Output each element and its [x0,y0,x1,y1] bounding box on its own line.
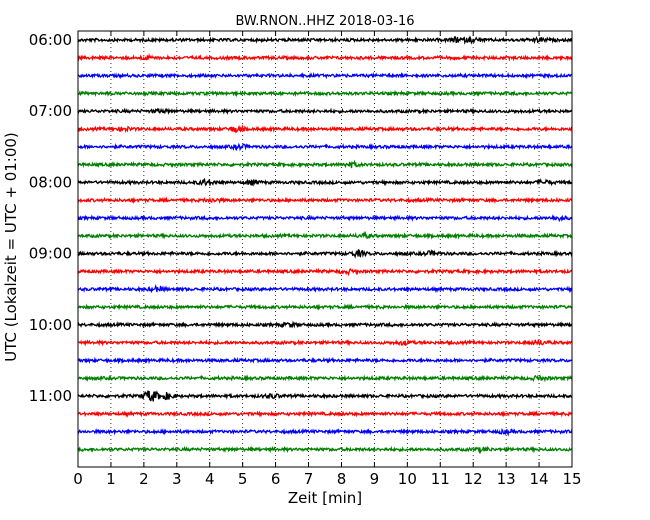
seismic-trace [77,52,573,62]
y-tick-label: 07:00 [29,102,72,120]
seismic-trace [77,248,573,259]
seismic-trace [77,196,573,204]
seismic-trace [77,390,573,402]
x-axis-label: Zeit [min] [288,489,362,507]
seismic-trace [77,142,573,152]
x-tick-label: 8 [337,470,347,488]
x-tick-label: 7 [304,470,314,488]
seismic-trace [77,124,573,134]
seismic-trace [77,283,573,294]
seismic-trace [77,356,573,365]
grid-lines [110,31,540,467]
x-tick-label: 13 [497,470,516,488]
seismic-trace [77,374,573,383]
y-tick-label: 10:00 [29,316,72,334]
x-tick-label: 5 [238,470,248,488]
chart-title: BW.RNON..HHZ 2018-03-16 [235,14,414,29]
x-tick-label: 6 [271,470,281,488]
x-tick-label: 1 [106,470,116,488]
seismic-trace [77,427,573,437]
seismic-trace [77,320,573,329]
y-tick-label: 06:00 [29,31,72,49]
seismic-trace [77,159,573,169]
x-tick-label: 9 [370,470,380,488]
seismic-trace [77,409,573,418]
y-axis-label: UTC (Lokalzeit = UTC + 01:00) [2,132,20,362]
y-tick-label: 09:00 [29,245,72,263]
y-tick-label: 11:00 [29,387,72,405]
y-axis: 06:00 07:00 08:00 09:00 10:00 11:00 [29,31,572,405]
seismic-trace [77,267,573,277]
seismic-trace [77,71,573,80]
seismic-trace [77,214,573,223]
seismic-trace [77,230,573,240]
x-tick-label: 4 [205,470,215,488]
x-axis: 0 1 2 3 4 5 6 7 8 9 10 11 12 13 14 15 [73,31,582,488]
x-tick-label: 15 [562,470,581,488]
trace-group [77,35,573,455]
seismic-trace [77,303,573,311]
y-tick-label: 08:00 [29,173,72,191]
seismic-trace [77,445,573,455]
seismic-trace [77,177,573,187]
seismic-trace [77,35,573,45]
x-tick-label: 10 [398,470,417,488]
x-tick-label: 11 [431,470,450,488]
seismic-trace [77,107,573,116]
x-tick-label: 3 [172,470,182,488]
plot-frame [77,30,573,468]
x-tick-label: 0 [73,470,83,488]
x-tick-label: 12 [464,470,483,488]
x-tick-label: 14 [530,470,549,488]
seismic-trace [77,338,573,347]
seismic-trace [77,89,573,98]
x-tick-label: 2 [139,470,149,488]
